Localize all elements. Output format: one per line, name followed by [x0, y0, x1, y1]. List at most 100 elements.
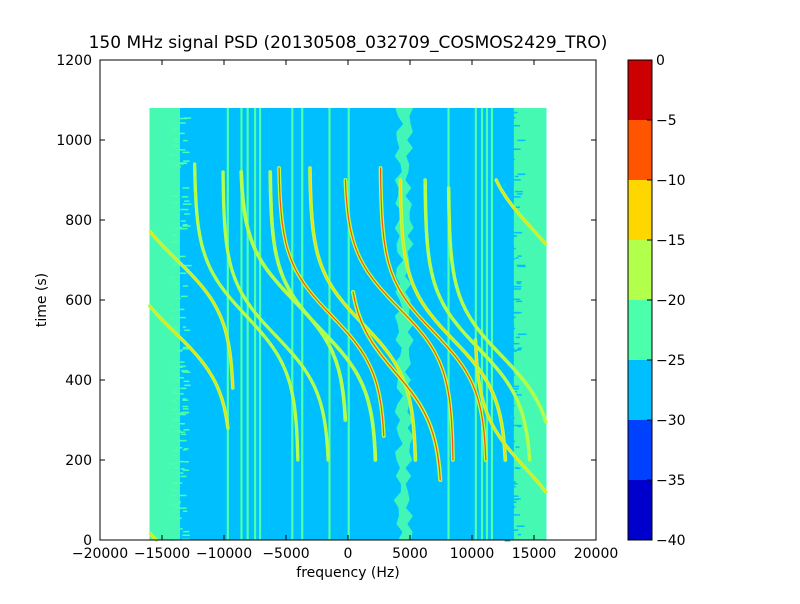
doppler-trace	[268, 170, 378, 462]
heatmap-speckle	[506, 176, 511, 179]
heatmap-speckle	[515, 336, 521, 339]
heatmap-speckle	[182, 285, 188, 287]
heatmap-speckle	[183, 449, 187, 451]
heatmap-speckle	[517, 255, 522, 257]
heatmap-speckle	[176, 361, 185, 363]
heatmap-speckle	[180, 220, 186, 222]
heatmap-speckle	[513, 148, 521, 150]
colorbar-tick-label: −10	[656, 173, 686, 189]
heatmap-speckle	[510, 483, 518, 485]
doppler-trace	[343, 178, 455, 462]
heatmap-speckle	[182, 411, 190, 414]
heatmap-speckle	[182, 399, 189, 401]
doppler-trace	[239, 170, 348, 422]
heatmap-speckle	[503, 249, 508, 252]
heatmap-speckle	[513, 388, 519, 390]
heatmap-speckle	[503, 517, 509, 520]
heatmap-speckle	[182, 371, 191, 373]
doppler-trace-core	[474, 339, 547, 493]
heatmap-speckle	[499, 272, 503, 274]
heatmap-speckle	[513, 342, 520, 345]
heatmap-speckle	[181, 369, 189, 372]
heatmap-speckle	[173, 401, 177, 404]
heatmap-speckle	[506, 245, 514, 248]
heatmap-speckle	[171, 391, 176, 393]
heatmap-speckle	[175, 145, 179, 147]
heatmap-speckle	[513, 498, 519, 501]
heatmap-speckle	[177, 163, 185, 165]
heatmap-speckle	[174, 379, 180, 382]
heatmap-speckle	[508, 195, 515, 197]
heatmap-speckle	[180, 272, 187, 274]
heatmap-speckle	[508, 512, 514, 514]
colorbar-tick-label: −35	[656, 473, 686, 489]
heatmap-speckle	[512, 298, 521, 301]
heatmap-speckle	[171, 130, 177, 132]
heatmap-speckle	[503, 487, 509, 489]
doppler-trace-core	[149, 533, 157, 541]
heatmap-speckle	[179, 439, 187, 442]
heatmap-speckle	[508, 358, 513, 361]
colorbar-tick-label: −30	[656, 413, 686, 429]
heatmap-speckle	[513, 394, 522, 396]
heatmap-speckle	[169, 154, 175, 156]
heatmap-speckle	[172, 419, 180, 421]
x-tick-label: 10000	[450, 546, 495, 562]
heatmap-speckle	[513, 231, 523, 234]
heatmap-speckle	[505, 314, 511, 317]
vertical-line	[240, 108, 243, 540]
heatmap-speckle	[175, 502, 181, 505]
heatmap-speckle	[177, 316, 186, 319]
heatmap-speckle	[506, 374, 515, 376]
heatmap-speckle	[184, 213, 190, 215]
heatmap-speckle	[180, 475, 187, 478]
heatmap-speckle	[508, 511, 513, 513]
heatmap-speckle	[183, 380, 190, 383]
heatmap-speckle	[505, 435, 512, 437]
colorbar-tick-label: −15	[656, 233, 686, 249]
x-tick-label: 20000	[574, 546, 619, 562]
doppler-trace-core	[278, 167, 385, 437]
heatmap-speckle	[180, 295, 188, 298]
heatmap-speckle	[182, 387, 187, 390]
colorbar-band	[628, 300, 652, 360]
heatmap-speckle	[182, 151, 190, 154]
x-tick-label: −20000	[72, 546, 128, 562]
heatmap-speckle	[511, 514, 521, 516]
heatmap-speckle	[180, 387, 186, 390]
heatmap-speckle	[516, 264, 526, 267]
heatmap-speckle	[182, 162, 188, 165]
heatmap-speckle	[499, 400, 505, 402]
doppler-trace	[378, 166, 488, 462]
heatmap-speckle	[177, 431, 186, 433]
vertical-line	[347, 108, 350, 540]
vertical-line	[226, 108, 229, 540]
heatmap-speckle	[507, 501, 517, 503]
heatmap-speckle	[172, 144, 179, 147]
heatmap-speckle	[183, 469, 189, 472]
heatmap-speckle	[512, 285, 522, 288]
heatmap-speckle	[501, 333, 507, 335]
x-axis-ticks: −20000 −15000 −10000 −5000 0 5000 10000 15000 20…	[72, 60, 618, 562]
heatmap-speckle	[172, 388, 178, 390]
heatmap-speckle	[182, 534, 190, 536]
x-tick-label: −10000	[196, 546, 252, 562]
heatmap-speckle	[505, 182, 515, 184]
heatmap-speckle	[511, 124, 520, 127]
heatmap-speckle	[178, 422, 185, 425]
heatmap-speckle	[517, 173, 526, 176]
heatmap-speckle	[508, 440, 516, 443]
y-tick-label: 1200	[56, 53, 92, 69]
chart-title: 150 MHz signal PSD (20130508_032709_COSM…	[89, 33, 608, 53]
heatmap-speckle	[516, 498, 521, 500]
heatmap-speckle	[513, 529, 519, 531]
heatmap-speckle	[503, 366, 511, 368]
heatmap-speckle	[515, 446, 520, 448]
heatmap-speckle	[509, 413, 514, 416]
heatmap-layer	[147, 108, 548, 542]
heatmap-speckle	[182, 264, 192, 267]
heatmap-speckle	[173, 201, 180, 204]
y-axis-ticks: 0 200 400 600 800 1000 1200	[56, 53, 596, 549]
